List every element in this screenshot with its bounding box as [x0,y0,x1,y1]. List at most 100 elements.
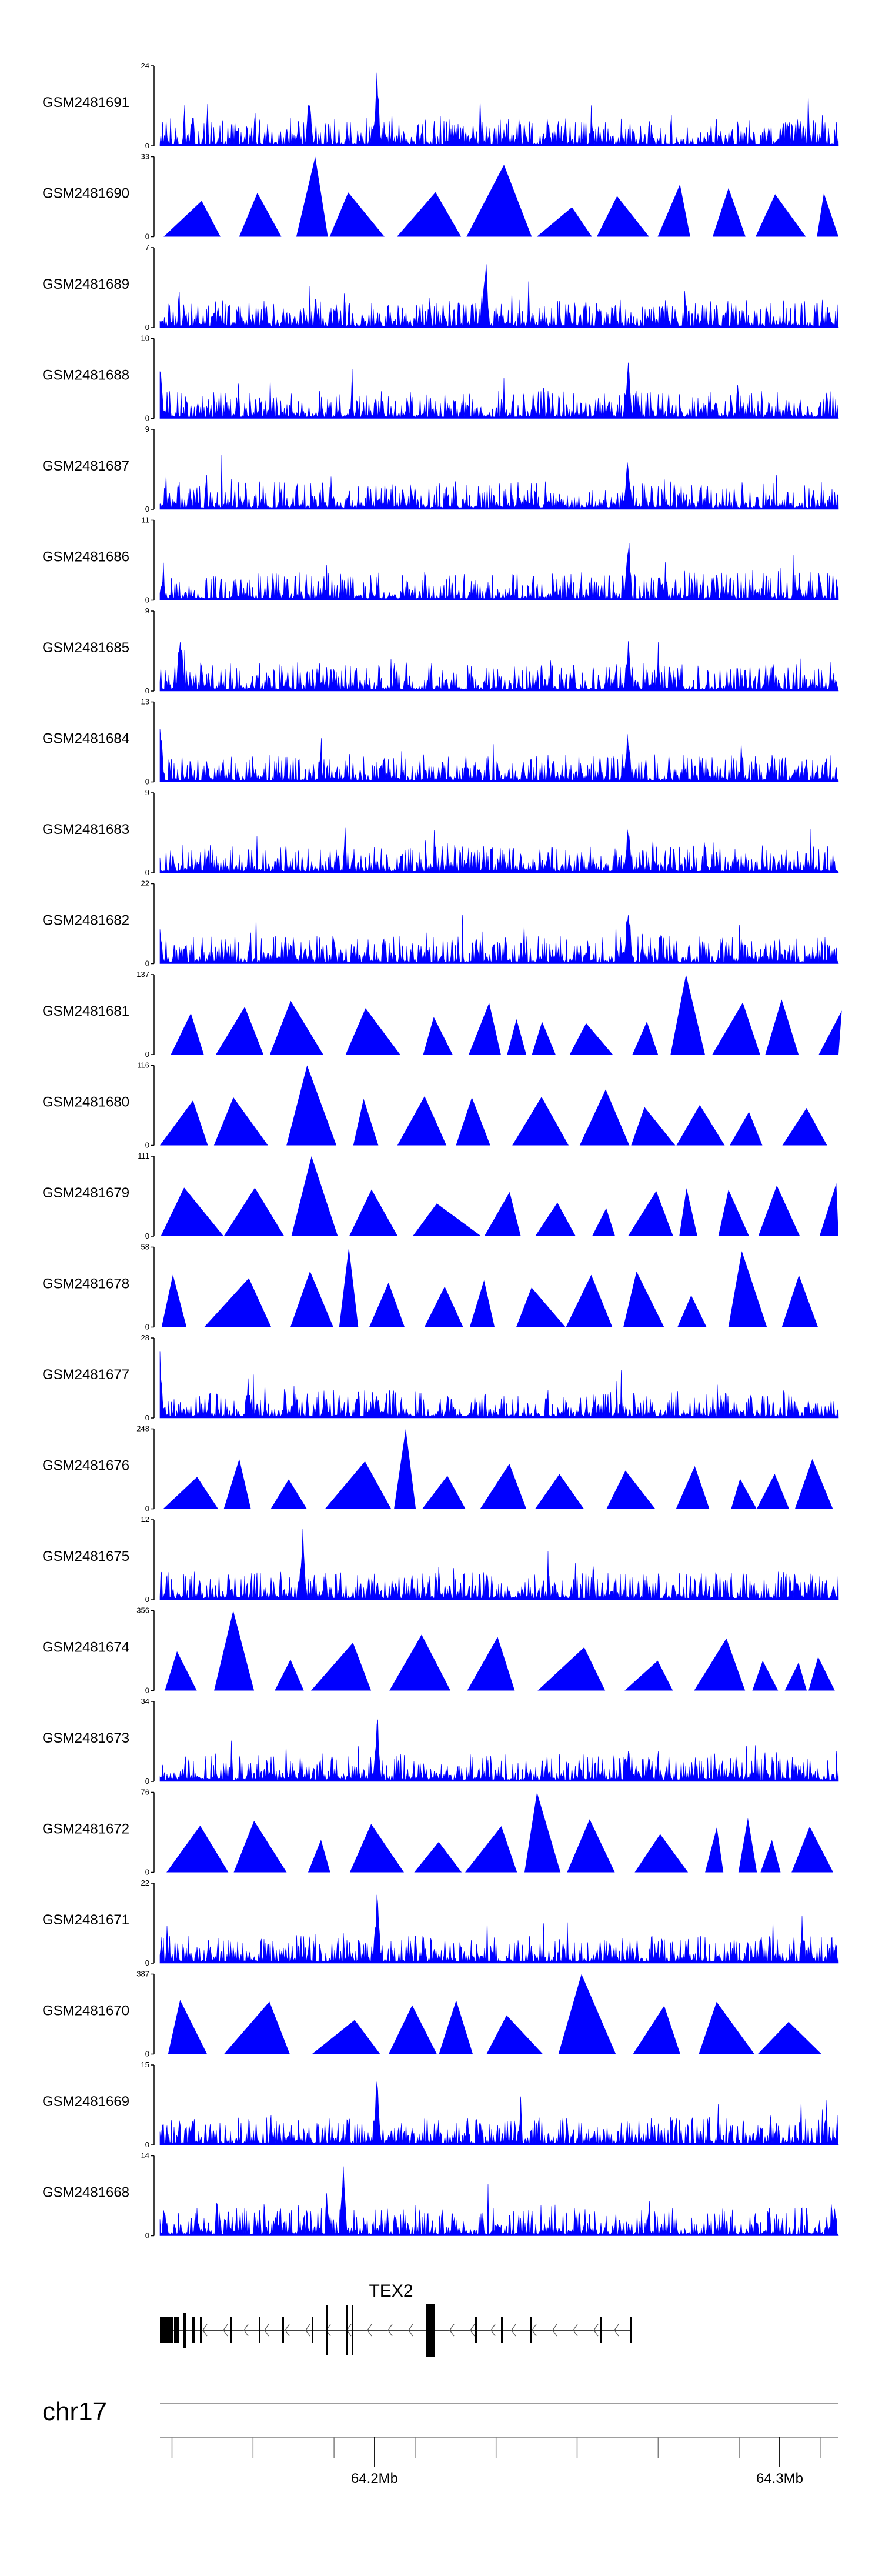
track-ymin-label: 0 [145,1141,149,1150]
track-ymax-label: 248 [136,1424,149,1433]
track-label: GSM2481683 [42,822,129,837]
track-ymax-label: 111 [138,1152,149,1160]
track-ymin-label: 0 [145,232,149,241]
track-ymin-label: 0 [145,1958,149,1967]
track-ymax-label: 9 [145,606,149,615]
track-label: GSM2481689 [42,276,129,292]
track-ymin-label: 0 [145,1413,149,1422]
track: GSM2481674 356 0 [42,1606,835,1695]
track: GSM2481671 22 0 [42,1878,839,1967]
gene-exon [600,2317,602,2343]
gene-exon [630,2317,632,2343]
track-label: GSM2481687 [42,458,129,474]
strand-arrow [367,2324,372,2337]
signal-area [171,975,842,1055]
track-label: GSM2481675 [42,1549,129,1564]
track-ymax-label: 116 [137,1061,149,1070]
signal-area [159,72,839,146]
track: GSM2481679 111 0 [42,1152,838,1240]
strand-arrow [387,2324,393,2337]
gene-exon [352,2305,353,2355]
track: GSM2481688 10 0 [42,334,839,423]
track: GSM2481684 13 0 [42,698,839,786]
track-ymax-label: 22 [141,1878,149,1887]
gene-exon [530,2317,532,2343]
track: GSM2481690 33 0 [42,152,839,241]
strand-arrow [470,2324,475,2337]
track: GSM2481673 34 0 [42,1697,839,1786]
track-ymax-label: 387 [136,1970,149,1978]
track: GSM2481677 28 0 [42,1333,839,1422]
signal-area [159,264,839,328]
track-ymin-label: 0 [145,1323,149,1332]
track-ymin-label: 0 [145,1050,149,1059]
signal-area [159,543,839,600]
track-ymin-label: 0 [145,141,149,150]
track-ymin-label: 0 [145,1777,149,1786]
track-ymax-label: 9 [145,425,149,433]
gene-exon [174,2317,179,2343]
strand-arrow [449,2324,455,2337]
track-ymin-label: 0 [145,959,149,968]
signal-area [159,1894,839,1964]
gene-exon [200,2317,202,2343]
strand-arrow [490,2324,496,2337]
track-label: GSM2481670 [42,2003,129,2019]
track-ymax-label: 58 [141,1243,149,1252]
track-label: GSM2481678 [42,1276,129,1292]
track-ymax-label: 11 [142,516,150,525]
strand-arrow [305,2324,310,2337]
track-ymax-label: 7 [145,243,149,252]
signal-area [159,729,839,782]
track-label: GSM2481691 [42,95,129,111]
track-ymin-label: 0 [145,1868,149,1877]
gene-label: TEX2 [369,2281,413,2301]
strand-arrow [593,2324,599,2337]
gene-exon [501,2317,503,2343]
track-label: GSM2481674 [42,1640,129,1656]
signal-area [165,1610,835,1691]
signal-area [161,1156,838,1236]
track-ymin-label: 0 [145,1232,149,1240]
track-label: GSM2481671 [42,1912,129,1928]
track-label: GSM2481679 [42,1185,129,1201]
track-label: GSM2481673 [42,1730,129,1746]
track: GSM2481683 9 0 [42,788,839,877]
track-ymax-label: 24 [141,61,149,70]
strand-arrow [202,2324,208,2337]
track: GSM2481669 15 0 [42,2060,839,2149]
track-ymin-label: 0 [145,686,149,695]
gene-exon [312,2317,313,2343]
strand-arrow [614,2324,619,2337]
track-ymin-label: 0 [145,505,149,513]
track-ymin-label: 0 [145,414,149,423]
track-label: GSM2481686 [42,549,129,565]
track-ymax-label: 22 [141,879,149,888]
track-label: GSM2481688 [42,368,129,383]
track-label: GSM2481677 [42,1367,129,1383]
track-label: GSM2481685 [42,640,129,656]
track-ymax-label: 12 [141,1515,149,1524]
gene-exon [160,2317,173,2343]
track-ymin-label: 0 [145,868,149,877]
signal-area [168,1974,822,2054]
signal-area [159,455,839,510]
axis-tick-label: 64.2Mb [351,2471,398,2487]
track-label: GSM2481682 [42,913,129,929]
track-label: GSM2481680 [42,1095,129,1110]
gene-exon [192,2317,195,2343]
signal-area [166,1792,834,1873]
strand-arrow [408,2324,413,2337]
strand-arrow [511,2324,516,2337]
signal-area [160,1065,827,1146]
track-ymax-label: 137 [136,970,149,979]
track-ymin-label: 0 [145,1686,149,1695]
gene-exon [426,2304,435,2357]
track-ymax-label: 13 [141,698,149,706]
track-ymin-label: 0 [145,2140,149,2149]
signal-area [159,827,839,873]
signal-area [163,156,839,237]
track: GSM2481689 7 0 [42,243,839,332]
strand-arrow [573,2324,578,2337]
